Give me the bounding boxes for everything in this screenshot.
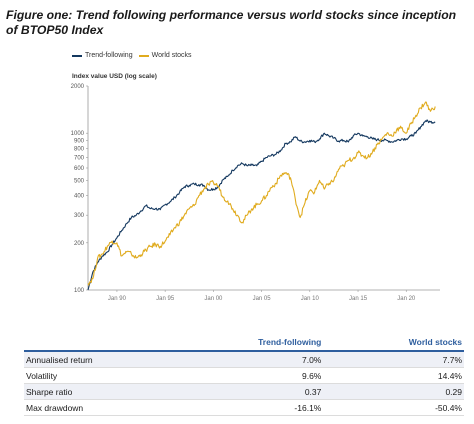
y-tick-label: 1000: [71, 131, 85, 137]
legend-item-trend: Trend-following: [72, 52, 133, 59]
table-header-corner: [24, 335, 158, 352]
chart-legend: Trend-following World stocks: [72, 52, 198, 59]
table-row: Annualised return 7.0% 7.7%: [24, 351, 464, 368]
y-tick-label: 800: [74, 146, 85, 152]
legend-swatch-world: [138, 54, 149, 57]
figure-title: Figure one: Trend following performance …: [6, 8, 457, 37]
y-tick-label: 900: [74, 138, 85, 144]
legend-label-trend: Trend-following: [85, 52, 133, 59]
y-tick-label: 200: [74, 241, 85, 247]
row-trend-value: 0.37: [158, 383, 324, 400]
x-tick-label: Jan 00: [204, 296, 223, 302]
legend-item-world: World stocks: [138, 52, 192, 59]
row-label: Annualised return: [24, 351, 158, 368]
table-row: Sharpe ratio 0.37 0.29: [24, 383, 464, 400]
y-tick-label: 100: [74, 288, 85, 294]
row-trend-value: -16.1%: [158, 399, 324, 416]
table-header-world: World stocks: [323, 335, 464, 352]
x-tick-label: Jan 15: [349, 296, 368, 302]
row-label: Sharpe ratio: [24, 383, 158, 400]
row-label: Volatility: [24, 367, 158, 384]
row-world-value: 0.29: [323, 383, 464, 400]
y-tick-label: 500: [74, 178, 85, 184]
y-tick-label: 600: [74, 166, 85, 172]
row-trend-value: 9.6%: [158, 367, 324, 384]
y-tick-label: 2000: [71, 84, 85, 90]
row-world-value: 7.7%: [323, 351, 464, 368]
x-tick-label: Jan 10: [301, 296, 320, 302]
x-tick-label: Jan 90: [108, 296, 127, 302]
table-header-row: Trend-following World stocks: [24, 335, 464, 352]
table-row: Volatility 9.6% 14.4%: [24, 367, 464, 384]
row-world-value: 14.4%: [323, 367, 464, 384]
legend-label-world: World stocks: [151, 52, 192, 59]
row-world-value: -50.4%: [323, 399, 464, 416]
series-line-world-stocks: [87, 101, 436, 286]
x-tick-label: Jan 20: [397, 296, 416, 302]
y-tick-label: 300: [74, 213, 85, 219]
series-line-trend-following: [87, 119, 436, 291]
x-tick-label: Jan 95: [156, 296, 175, 302]
y-tick-label: 700: [74, 155, 85, 161]
table-row: Max drawdown -16.1% -50.4%: [24, 399, 464, 416]
performance-table: Trend-following World stocks Annualised …: [24, 335, 464, 416]
row-trend-value: 7.0%: [158, 351, 324, 368]
row-label: Max drawdown: [24, 399, 158, 416]
legend-swatch-trend: [72, 54, 82, 57]
table-header-trend: Trend-following: [158, 335, 324, 352]
y-axis-title: Index value USD (log scale): [72, 73, 157, 80]
y-tick-label: 400: [74, 194, 85, 200]
x-tick-label: Jan 05: [253, 296, 272, 302]
